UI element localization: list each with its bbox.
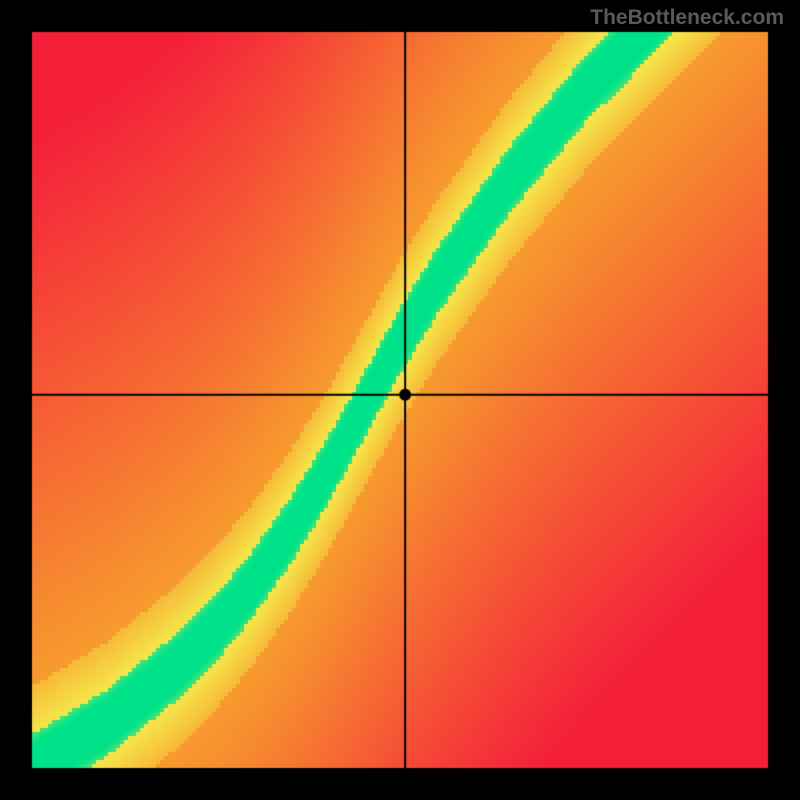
bottleneck-heatmap [0, 0, 800, 800]
chart-container: TheBottleneck.com [0, 0, 800, 800]
